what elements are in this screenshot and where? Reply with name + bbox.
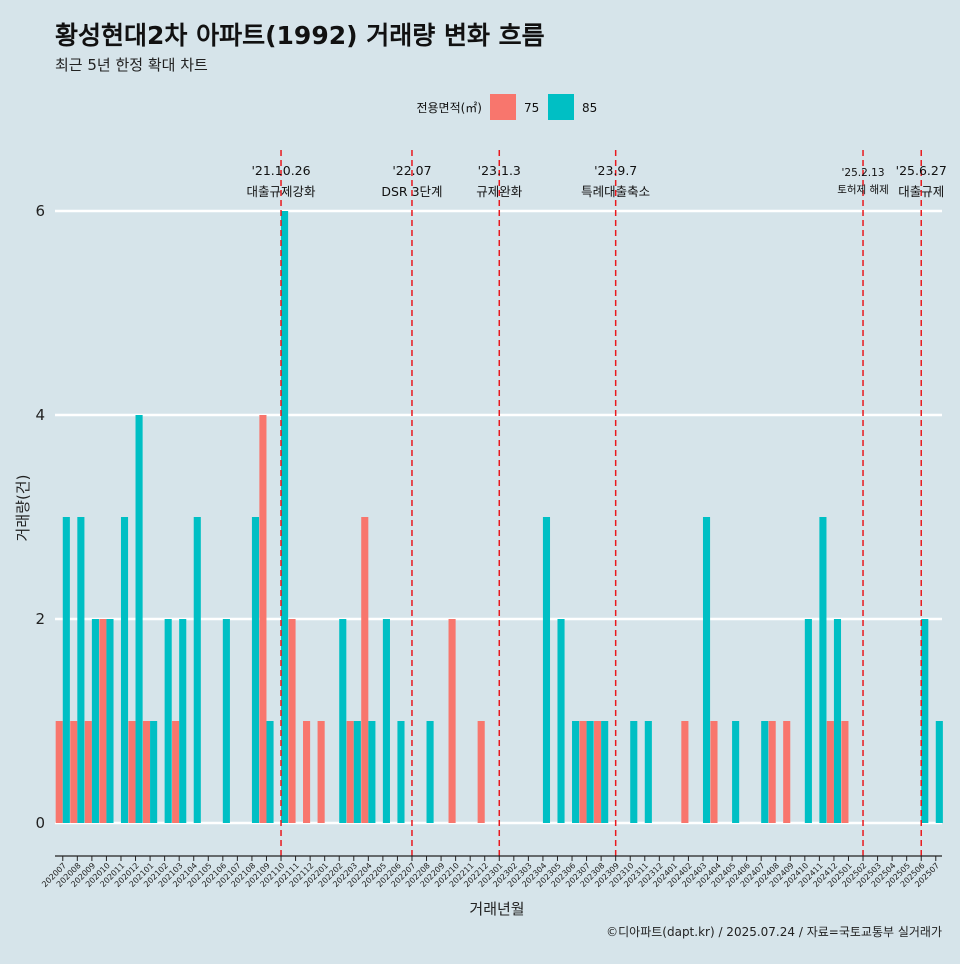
bar-85-202205 bbox=[382, 619, 390, 823]
bar-75-202204 bbox=[361, 517, 369, 823]
bar-85-202106 bbox=[222, 619, 230, 823]
bar-75-202109 bbox=[259, 415, 267, 823]
bar-85-202407 bbox=[761, 721, 769, 823]
bar-75-202112 bbox=[303, 721, 311, 823]
legend-swatch-75 bbox=[490, 94, 516, 120]
y-axis-label: 거래량(건) bbox=[14, 475, 32, 542]
event-label-1: DSR 3단계 bbox=[381, 184, 442, 199]
bar-85-202104 bbox=[193, 517, 201, 823]
bar-85-202009 bbox=[91, 619, 99, 823]
bar-85-202306 bbox=[572, 721, 580, 823]
bar-85-202007 bbox=[62, 517, 70, 823]
bar-85-202310 bbox=[630, 721, 638, 823]
bar-75-202308 bbox=[594, 721, 602, 823]
chart-caption: ©디아파트(dapt.kr) / 2025.07.24 / 자료=국토교통부 실… bbox=[606, 925, 942, 939]
bar-85-202411 bbox=[819, 517, 827, 823]
bar-85-202202 bbox=[339, 619, 347, 823]
bar-85-202103 bbox=[179, 619, 187, 823]
bar-75-202404 bbox=[710, 721, 718, 823]
bar-85-202307 bbox=[586, 721, 594, 823]
bar-85-202403 bbox=[702, 517, 711, 823]
bar-75-202212 bbox=[477, 721, 485, 823]
y-axis-ticks: 0 2 4 6 bbox=[35, 202, 45, 832]
bar-75-202408 bbox=[768, 721, 776, 823]
bar-75-202007 bbox=[55, 721, 63, 823]
bar-85-202308 bbox=[601, 721, 609, 823]
event-label-0: 대출규제강화 bbox=[247, 184, 317, 199]
bar-85-202010 bbox=[106, 619, 114, 823]
legend-label-85: 85 bbox=[582, 101, 597, 115]
x-axis-label: 거래년월 bbox=[469, 900, 524, 918]
y-tick-label-6: 6 bbox=[35, 202, 45, 220]
bar-85-202011 bbox=[120, 517, 129, 823]
bar-75-202009 bbox=[84, 721, 92, 823]
y-tick-label-2: 2 bbox=[35, 610, 45, 628]
bar-75-202101 bbox=[142, 721, 151, 823]
bar-85-202304 bbox=[542, 517, 551, 823]
bar-85-202506 bbox=[921, 619, 929, 823]
event-label-4: 토허제 해제 bbox=[837, 183, 889, 196]
event-label-5: 대출규제 bbox=[898, 184, 944, 199]
event-date-4: '25.2.13 bbox=[842, 167, 885, 179]
bar-75-202201 bbox=[317, 721, 325, 823]
bar-85-202507 bbox=[935, 721, 943, 823]
legend-swatch-85 bbox=[548, 94, 574, 120]
bar-75-202008 bbox=[70, 721, 78, 823]
event-date-2: '23.1.3 bbox=[478, 163, 521, 178]
bar-75-202203 bbox=[346, 721, 354, 823]
y-tick-label-0: 0 bbox=[35, 814, 45, 832]
bar-85-202101 bbox=[150, 721, 158, 823]
event-date-5: '25.6.27 bbox=[896, 163, 947, 178]
event-markers: '21.10.26 대출규제강화 '22.07 DSR 3단계 '23.1.3 규제완화 '… bbox=[247, 150, 947, 856]
bar-85-202203 bbox=[353, 721, 361, 823]
bars bbox=[55, 211, 943, 823]
bar-85-202008 bbox=[77, 517, 85, 823]
bar-75-202010 bbox=[99, 619, 107, 823]
bar-75-202412 bbox=[826, 721, 834, 823]
gridlines bbox=[55, 209, 942, 825]
bar-75-202307 bbox=[579, 721, 587, 823]
event-date-0: '21.10.26 bbox=[251, 163, 310, 178]
bar-75-202402 bbox=[681, 721, 689, 823]
bar-75-202103 bbox=[172, 721, 180, 823]
bar-85-202311 bbox=[644, 721, 652, 823]
event-date-1: '22.07 bbox=[392, 163, 431, 178]
legend: 전용면적(㎡) 75 85 bbox=[416, 94, 597, 120]
event-label-3: 특례대출축소 bbox=[581, 184, 650, 199]
bar-75-202111 bbox=[288, 619, 296, 823]
bar-75-202501 bbox=[841, 721, 849, 823]
bar-85-202012 bbox=[135, 415, 143, 823]
bar-85-202410 bbox=[804, 619, 812, 823]
event-date-3: '23.9.7 bbox=[594, 163, 637, 178]
bar-85-202110 bbox=[281, 211, 289, 823]
legend-label-75: 75 bbox=[524, 101, 539, 115]
bar-85-202412 bbox=[833, 619, 842, 823]
bar-85-202208 bbox=[426, 721, 434, 823]
y-tick-label-4: 4 bbox=[35, 406, 45, 424]
legend-title: 전용면적(㎡) bbox=[416, 101, 482, 115]
bar-85-202206 bbox=[397, 721, 405, 823]
bar-75-202210 bbox=[448, 619, 456, 823]
bar-85-202102 bbox=[164, 619, 172, 823]
chart-subtitle: 최근 5년 한정 확대 차트 bbox=[55, 56, 208, 74]
bar-85-202108 bbox=[251, 517, 260, 823]
bar-75-202012 bbox=[128, 721, 136, 823]
event-label-2: 규제완화 bbox=[476, 184, 523, 199]
bar-75-202409 bbox=[783, 721, 791, 823]
bar-85-202305 bbox=[557, 619, 565, 823]
bar-85-202204 bbox=[368, 721, 376, 823]
bar-85-202405 bbox=[732, 721, 740, 823]
bar-85-202109 bbox=[266, 721, 274, 823]
chart-title: 황성현대2차 아파트(1992) 거래량 변화 흐름 bbox=[55, 21, 545, 50]
